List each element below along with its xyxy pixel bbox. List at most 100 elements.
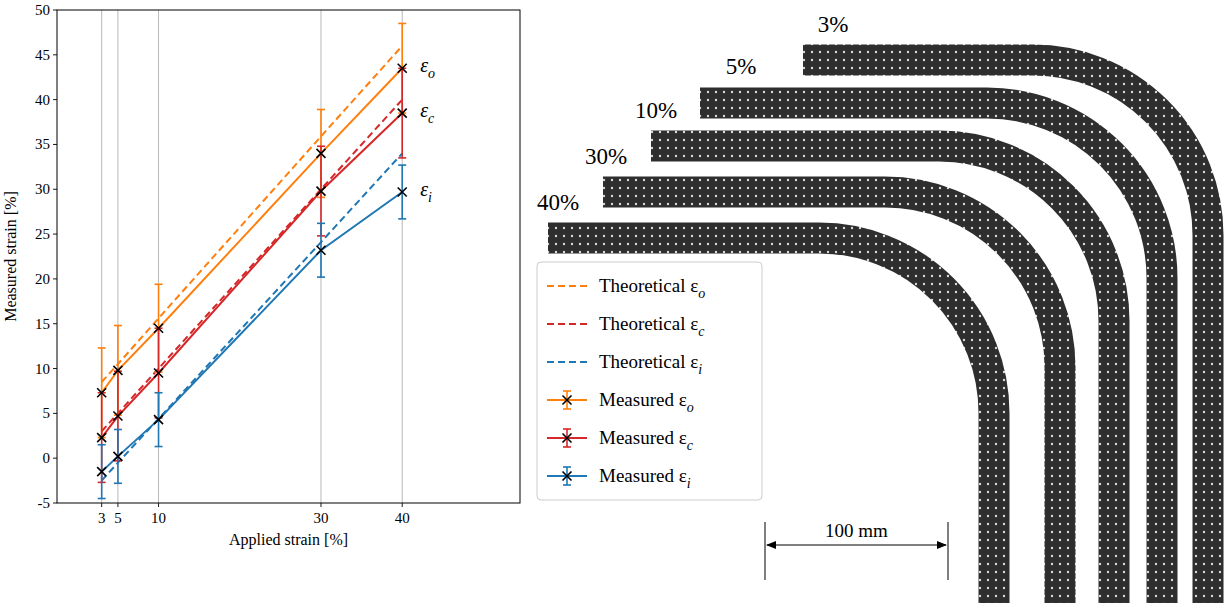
- error-bar: [398, 68, 406, 158]
- x-tick-label: 40: [395, 510, 410, 526]
- error-cap: [98, 498, 106, 500]
- x-tick-label: 10: [151, 510, 166, 526]
- error-cap: [398, 164, 406, 166]
- marker: [398, 187, 407, 196]
- legend-marker: [563, 434, 572, 443]
- error-cap: [155, 283, 163, 285]
- y-tick-label: 45: [35, 47, 50, 63]
- grid-line: [320, 10, 321, 503]
- marker: [113, 452, 122, 461]
- strip-label: 3%: [818, 12, 849, 37]
- grid-line: [158, 10, 159, 503]
- y-tick: [53, 278, 57, 279]
- strip-label: 30%: [585, 144, 627, 169]
- axes: 35103040-505101520253035404550Applied st…: [2, 2, 520, 549]
- strip-label: 10%: [635, 98, 677, 123]
- plot-data: [97, 23, 407, 498]
- figure: 35103040-505101520253035404550Applied st…: [0, 0, 1229, 603]
- error-bar: [155, 393, 163, 447]
- y-tick: [53, 503, 57, 504]
- marker: [316, 149, 325, 158]
- specimen-strip: [548, 238, 994, 603]
- scale-line: [767, 544, 946, 545]
- error-cap: [155, 446, 163, 448]
- y-tick: [53, 458, 57, 459]
- x-tick: [158, 503, 159, 507]
- y-tick-label: 30: [35, 181, 50, 197]
- y-tick: [53, 54, 57, 55]
- marker: [97, 433, 106, 442]
- y-tick: [53, 189, 57, 190]
- legend-swatch: [547, 361, 587, 363]
- x-tick-label: 30: [313, 510, 328, 526]
- error-cap: [398, 23, 406, 25]
- marker: [113, 412, 122, 421]
- y-tick: [53, 144, 57, 145]
- error-bar: [398, 165, 406, 219]
- legend-label: Measured εo: [599, 389, 694, 415]
- marker: [97, 388, 106, 397]
- legend-swatch: [563, 484, 571, 486]
- series-line: [102, 46, 403, 382]
- legend-marker: [563, 472, 572, 481]
- legend-label: Theoretical εi: [599, 351, 702, 377]
- series-line: [102, 68, 403, 392]
- error-bar: [98, 445, 106, 499]
- end-label: εc: [420, 99, 435, 126]
- legend-label: Theoretical εc: [599, 313, 705, 339]
- scale-end: [948, 522, 949, 580]
- marker: [316, 187, 325, 196]
- grid: [102, 10, 403, 503]
- error-cap: [114, 429, 122, 431]
- error-cap: [398, 157, 406, 159]
- legend-swatch: [547, 323, 587, 325]
- y-tick-label: 15: [35, 316, 50, 332]
- series-line: [102, 192, 403, 472]
- y-tick-label: 25: [35, 226, 50, 242]
- y-tick-label: 0: [43, 450, 51, 466]
- marker: [316, 246, 325, 255]
- y-tick-label: 10: [35, 361, 50, 377]
- photo: 3%5%10%30%40%: [537, 12, 1208, 603]
- x-tick-label: 3: [98, 510, 106, 526]
- scale-end: [765, 522, 766, 580]
- legend-swatch: [563, 408, 571, 410]
- error-cap: [98, 444, 106, 446]
- end-label: εo: [420, 54, 435, 81]
- marker: [154, 415, 163, 424]
- scale-bar: 100 mm: [765, 520, 948, 580]
- grid-line: [402, 10, 403, 503]
- y-tick-label: -5: [38, 495, 51, 511]
- error-cap: [114, 482, 122, 484]
- error-bar: [317, 223, 325, 277]
- y-tick-label: 40: [35, 92, 50, 108]
- y-tick-label: 50: [35, 2, 50, 18]
- y-tick: [53, 234, 57, 235]
- error-cap: [114, 325, 122, 327]
- error-bar: [114, 429, 122, 483]
- x-tick: [117, 503, 118, 507]
- series-line: [102, 113, 403, 437]
- y-tick: [53, 10, 57, 11]
- error-cap: [317, 109, 325, 111]
- series-line: [102, 100, 403, 432]
- marker: [398, 109, 407, 118]
- marker: [154, 324, 163, 333]
- legend: Theoretical εoTheoretical εcTheoretical …: [537, 262, 762, 500]
- scale-label: 100 mm: [825, 520, 888, 541]
- strip-label: 5%: [726, 54, 757, 79]
- legend-swatch: [563, 446, 571, 448]
- scale-arrow: [766, 541, 776, 549]
- legend-swatch: [563, 390, 571, 392]
- y-tick: [53, 323, 57, 324]
- x-tick-label: 5: [114, 510, 122, 526]
- marker: [113, 366, 122, 375]
- marker: [154, 369, 163, 378]
- legend-label: Measured εi: [599, 465, 691, 491]
- plot-frame: [57, 10, 520, 503]
- legend-swatch: [563, 428, 571, 430]
- error-cap: [317, 223, 325, 225]
- error-cap: [317, 145, 325, 147]
- error-cap: [155, 392, 163, 394]
- y-tick: [53, 368, 57, 369]
